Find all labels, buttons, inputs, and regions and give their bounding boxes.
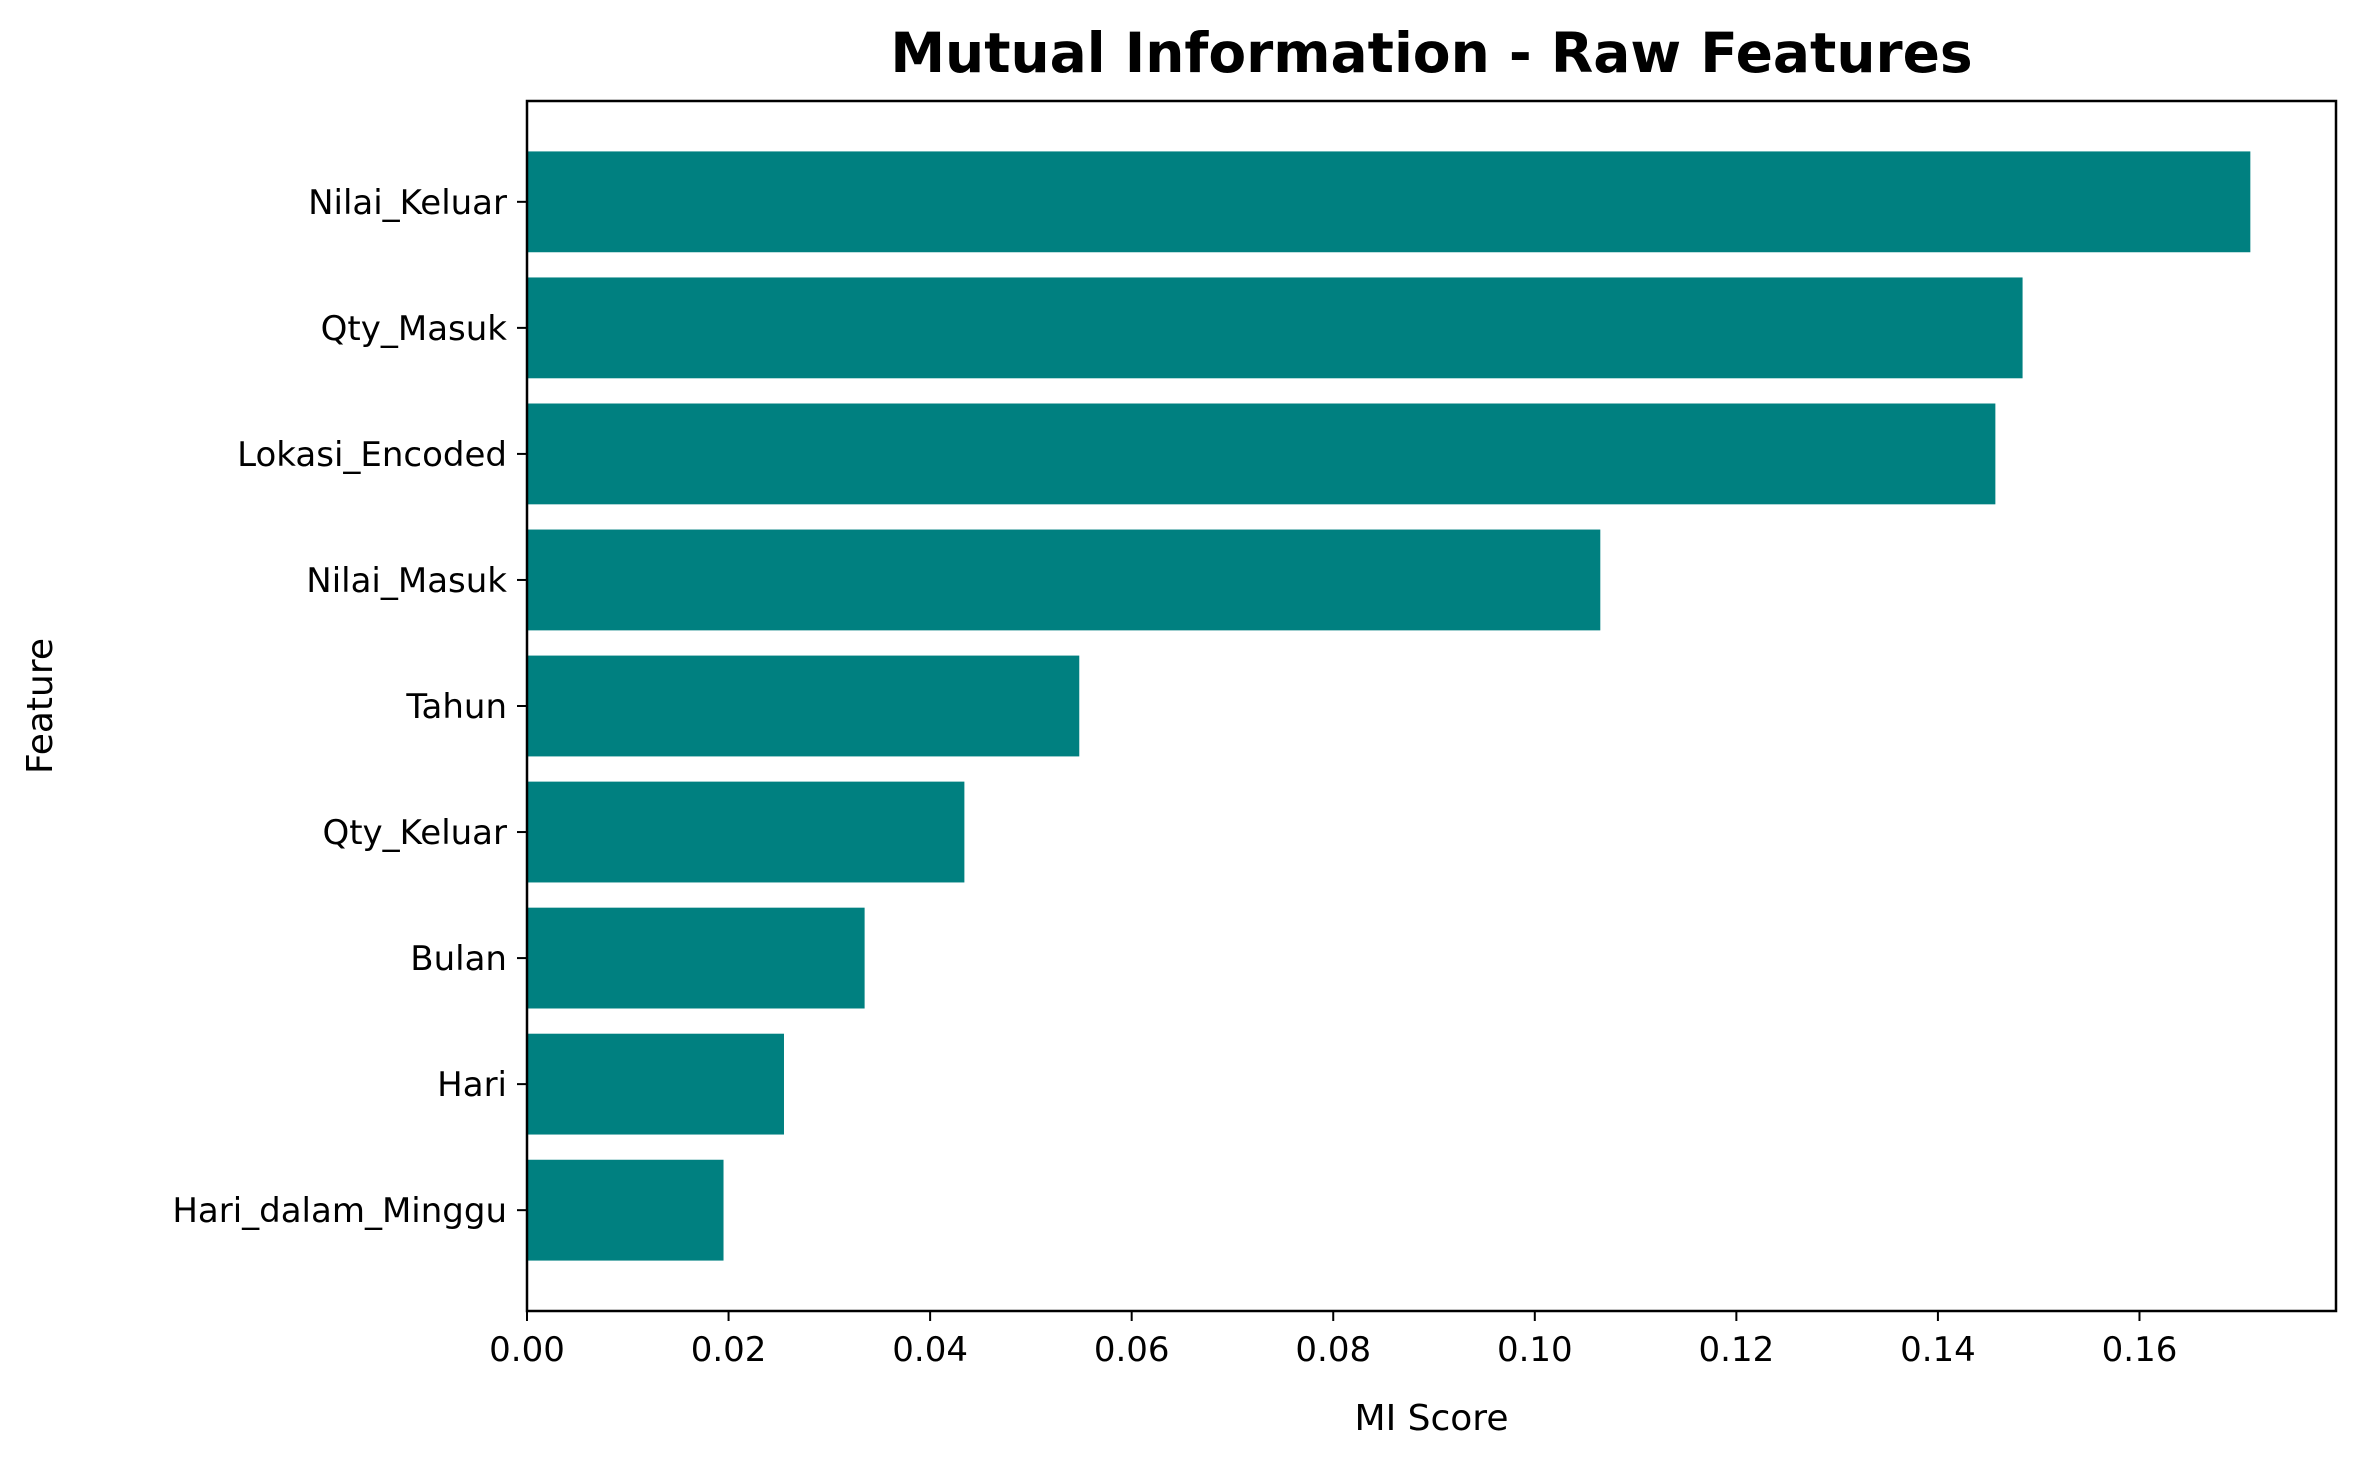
bar-qty-keluar <box>527 781 965 883</box>
x-tick-label: 0.00 <box>489 1330 565 1370</box>
bars-group <box>527 151 2251 1261</box>
x-tick-label: 0.06 <box>1094 1330 1170 1370</box>
y-tick-label: Qty_Keluar <box>322 813 507 853</box>
x-axis-ticks: 0.00 0.02 0.04 0.06 0.08 0.10 0.12 0.14 0.16 <box>489 1311 2177 1370</box>
y-tick-label: Qty_Masuk <box>321 309 508 349</box>
y-tick-label: Nilai_Masuk <box>306 561 507 601</box>
x-tick-label: 0.10 <box>1497 1330 1573 1370</box>
x-tick-label: 0.16 <box>2102 1330 2178 1370</box>
bar-qty-masuk <box>527 277 2023 379</box>
x-tick-label: 0.02 <box>691 1330 767 1370</box>
bar-nilai-masuk <box>527 529 1601 631</box>
x-tick-label: 0.08 <box>1295 1330 1371 1370</box>
x-axis-label: MI Score <box>1355 1398 1509 1439</box>
bar-bulan <box>527 907 865 1009</box>
y-axis-label: Feature <box>20 638 61 774</box>
x-tick-label: 0.04 <box>892 1330 968 1370</box>
bar-hari-dalam-minggu <box>527 1159 724 1261</box>
x-tick-label: 0.14 <box>1900 1330 1976 1370</box>
y-tick-label: Bulan <box>410 939 507 979</box>
bar-lokasi-encoded <box>527 403 1996 505</box>
y-axis-ticks: Nilai_Keluar Qty_Masuk Lokasi_Encoded Nilai… <box>172 183 527 1231</box>
bar-hari <box>527 1033 784 1135</box>
y-tick-label: Hari_dalam_Minggu <box>172 1191 507 1231</box>
y-tick-label: Nilai_Keluar <box>308 183 507 223</box>
chart-title: Mutual Information - Raw Features <box>890 21 1972 85</box>
x-tick-label: 0.12 <box>1699 1330 1775 1370</box>
y-tick-label: Tahun <box>405 687 507 727</box>
y-tick-label: Lokasi_Encoded <box>237 435 507 475</box>
y-tick-label: Hari <box>437 1065 507 1105</box>
bar-tahun <box>527 655 1080 757</box>
bar-nilai-keluar <box>527 151 2251 253</box>
